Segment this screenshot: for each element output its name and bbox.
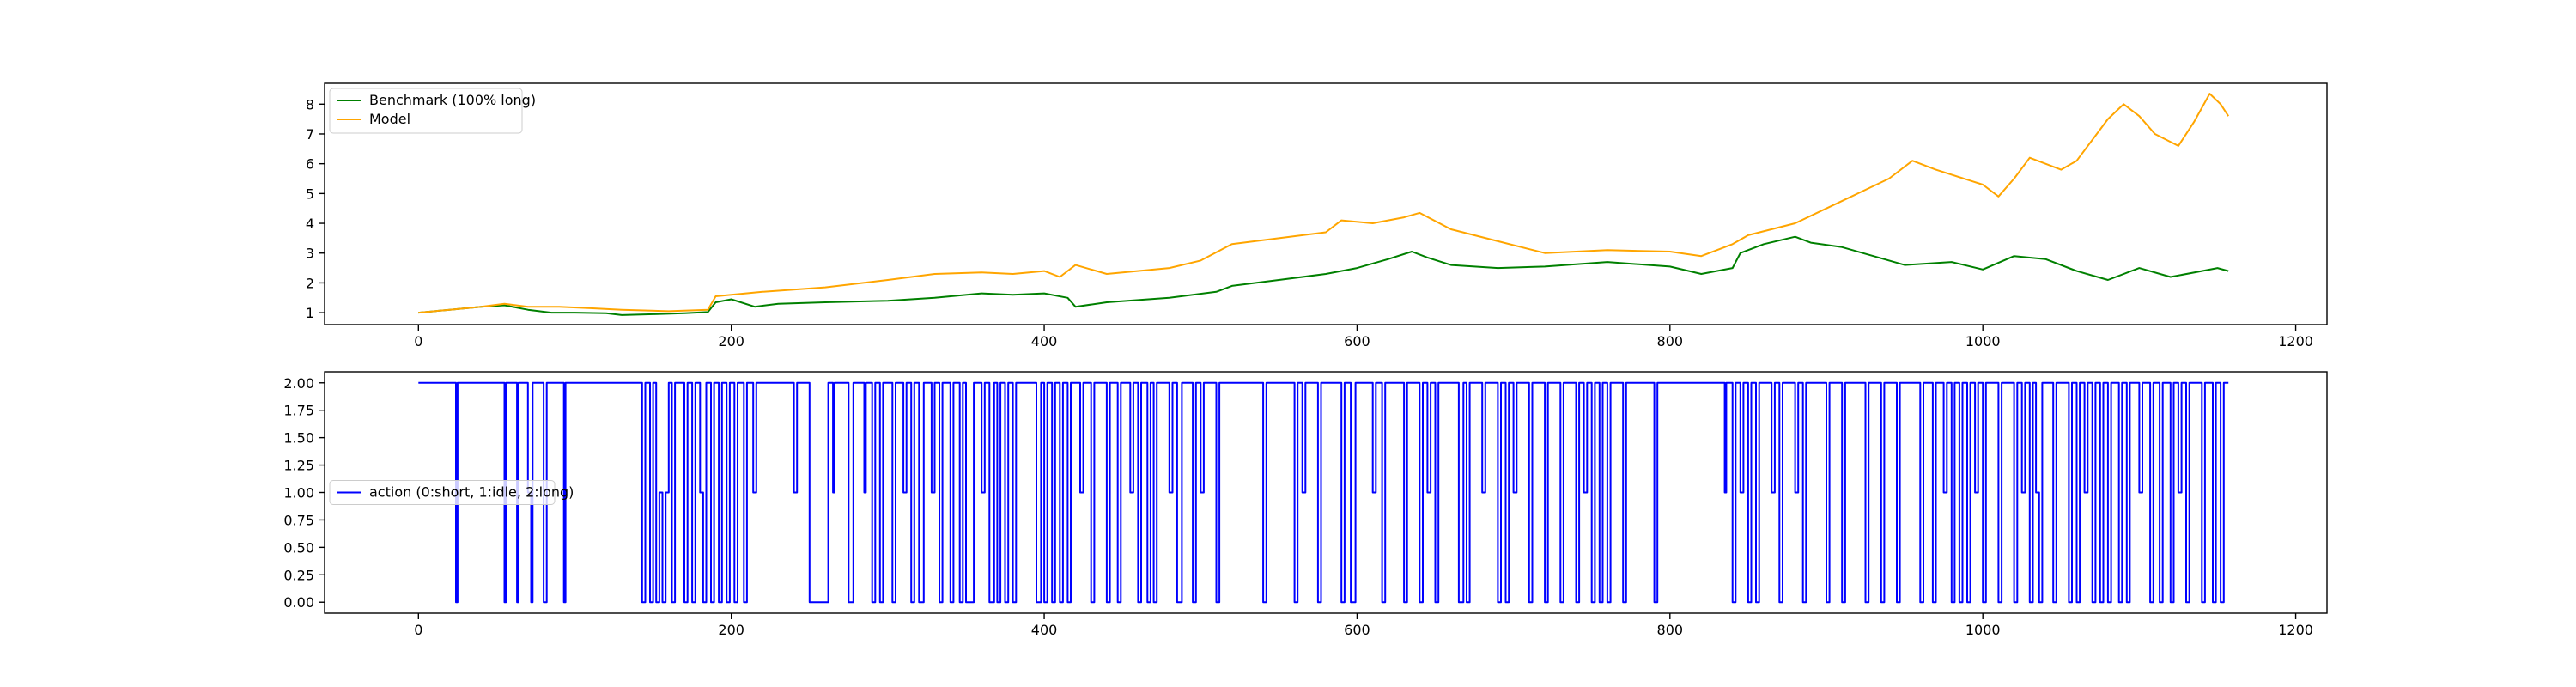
top-chart: 0 200 400 600 800 1000 1200 1 2 3 4 5 6 7 8 Benchmark (…	[306, 82, 2328, 350]
x-tick-label: 600	[1344, 622, 1370, 638]
y-tick-label: 1.50	[283, 430, 314, 447]
y-tick-label: 1	[306, 305, 314, 321]
series-line-0-0	[418, 235, 2229, 316]
bottom-chart: 0 200 400 600 800 1000 1200 0.00 0.25 0.50 0.75 1.0…	[283, 371, 2328, 638]
legend: action (0:short, 1:idle, 2:long)	[329, 480, 574, 505]
x-tick-label: 0	[414, 333, 422, 350]
y-tick-label: 6	[306, 156, 314, 173]
y-tick-label: 8	[306, 96, 314, 112]
y-tick-label: 5	[306, 185, 314, 202]
x-tick-label: 1000	[1965, 622, 2001, 638]
y-tick-label: 2	[306, 275, 314, 291]
series-line-1-0	[418, 381, 2229, 604]
x-tick-label: 200	[718, 333, 744, 350]
y-tick-label: 4	[306, 216, 314, 232]
x-tick-label: 1000	[1965, 333, 2001, 350]
y-tick-label: 2.00	[283, 375, 314, 392]
x-tick-label: 1200	[2278, 622, 2313, 638]
x-tick-label: 600	[1344, 333, 1370, 350]
y-tick-label: 1.25	[283, 458, 314, 474]
x-tick-label: 1200	[2278, 333, 2313, 350]
y-tick-label: 0.00	[283, 594, 314, 611]
y-tick-label: 3	[306, 246, 314, 262]
series-line-0-1	[418, 93, 2230, 314]
x-tick-label: 200	[718, 622, 744, 638]
x-tick-label: 400	[1031, 333, 1058, 350]
axes-frame	[324, 82, 2328, 325]
y-tick-label: 0.25	[283, 567, 314, 583]
y-tick-label: 7	[306, 126, 314, 143]
legend-entry: Benchmark (100% long)	[369, 92, 536, 108]
legend: Benchmark (100% long) Model	[329, 88, 536, 134]
y-tick-label: 1.75	[283, 403, 314, 419]
legend-entry: action (0:short, 1:idle, 2:long)	[369, 484, 574, 501]
x-tick-label: 400	[1031, 622, 1058, 638]
y-tick-label: 1.00	[283, 485, 314, 502]
legend-box	[329, 88, 523, 134]
x-tick-label: 800	[1657, 333, 1684, 350]
y-tick-label: 0.50	[283, 539, 314, 556]
x-tick-label: 800	[1657, 622, 1684, 638]
y-tick-label: 0.75	[283, 512, 314, 528]
legend-box	[329, 480, 556, 505]
x-tick-label: 0	[414, 622, 422, 638]
legend-entry: Model	[369, 111, 410, 127]
